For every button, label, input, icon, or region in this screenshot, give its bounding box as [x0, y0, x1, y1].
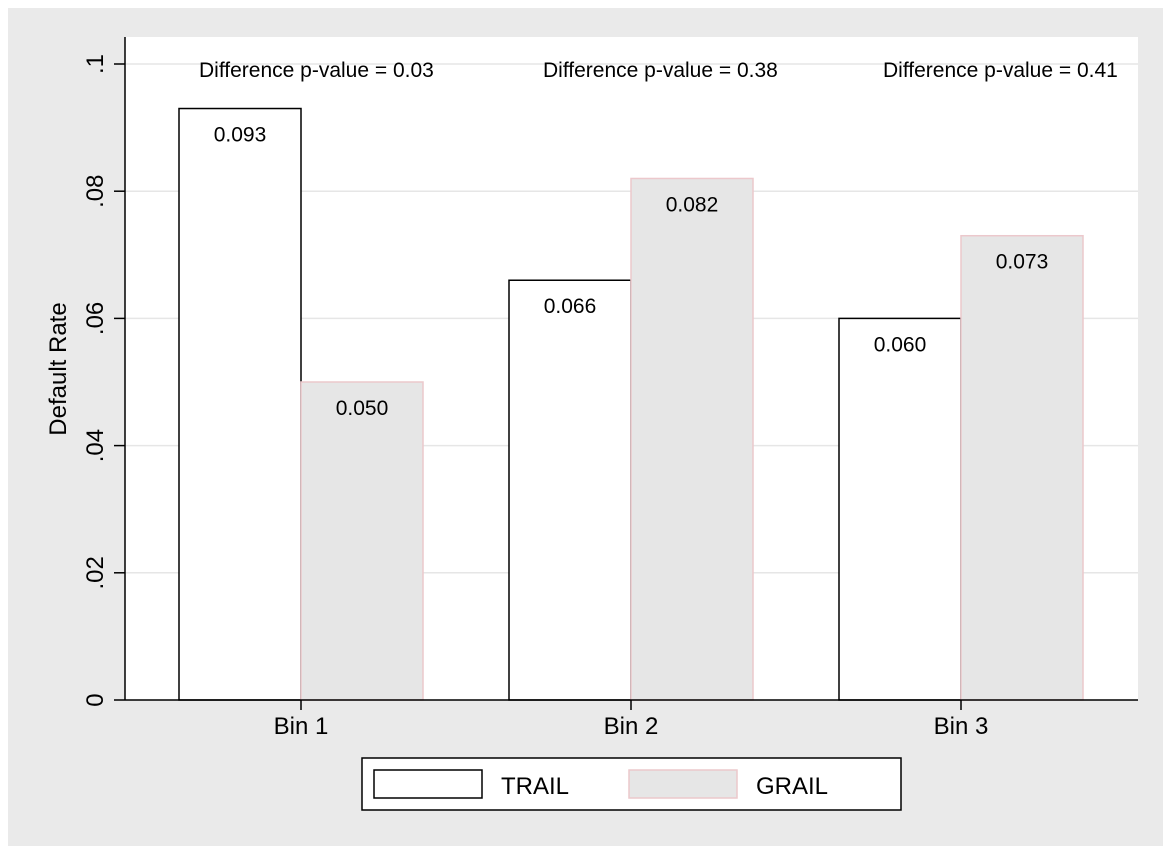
bars: [178, 107, 1084, 701]
x-tick-label: Bin 2: [604, 713, 659, 740]
legend-swatch-trail: [373, 769, 483, 799]
bar-trail-1: [178, 107, 302, 701]
bar-label-trail-2: 0.066: [544, 295, 597, 318]
bar-grail-1: [300, 381, 424, 701]
y-tick-label: .04: [82, 429, 109, 462]
bar-label-grail-1: 0.050: [336, 397, 389, 420]
y-axis-label: Default Rate: [45, 302, 72, 435]
p-value-annotation-1: Difference p-value = 0.03: [199, 59, 434, 82]
y-tick-label: .06: [82, 302, 109, 335]
y-tick-label: .02: [82, 556, 109, 589]
y-tick-label: .08: [82, 175, 109, 208]
legend-label-grail: GRAIL: [756, 773, 828, 800]
p-value-annotation-2: Difference p-value = 0.38: [543, 59, 778, 82]
bar-trail-2: [508, 279, 632, 701]
bar-label-trail-1: 0.093: [214, 124, 267, 147]
x-tick-label: Bin 3: [934, 713, 989, 740]
y-tick-label: .1: [82, 54, 109, 74]
x-tick-label: Bin 1: [274, 713, 329, 740]
y-tick-label: 0: [82, 693, 109, 706]
bar-value-labels: 0.093 0.050 0.066 0.082 0.060 0.073: [214, 124, 1049, 420]
bar-grail-3: [960, 234, 1084, 701]
legend: TRAIL GRAIL: [361, 757, 902, 811]
bar-label-grail-3: 0.073: [996, 251, 1049, 274]
x-tick-labels: Bin 1 Bin 2 Bin 3: [274, 713, 989, 740]
bar-label-trail-3: 0.060: [874, 333, 927, 356]
bar-trail-3: [838, 317, 962, 701]
p-value-annotation-3: Difference p-value = 0.41: [883, 59, 1118, 82]
axes: [114, 37, 1138, 710]
legend-swatch-grail: [628, 769, 738, 799]
p-value-annotations: Difference p-value = 0.03 Difference p-va…: [199, 59, 1118, 82]
bar-grail-2: [630, 177, 754, 701]
bar-label-grail-2: 0.082: [666, 193, 719, 216]
y-tick-labels: 0 .02 .04 .06 .08 .1: [82, 54, 109, 707]
legend-label-trail: TRAIL: [501, 773, 569, 800]
